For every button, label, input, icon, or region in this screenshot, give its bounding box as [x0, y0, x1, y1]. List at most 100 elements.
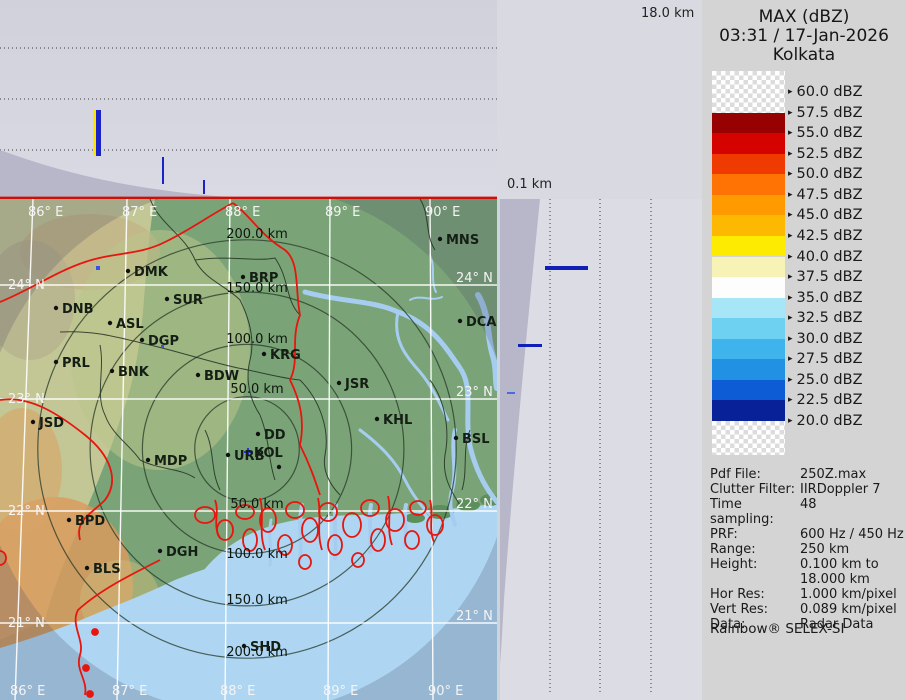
city-dot: [261, 351, 267, 357]
city-label: KHL: [383, 413, 412, 428]
scale-threshold-value: 35.0 dBZ: [796, 289, 863, 306]
metadata-value: 48: [800, 497, 817, 512]
city-dot: [157, 548, 163, 554]
scale-swatch-band: [712, 277, 785, 298]
scale-tick-arrow-icon: ▸: [788, 148, 793, 159]
city-dot: [30, 419, 36, 425]
city-label: DGP: [148, 334, 179, 349]
scale-threshold-value: 30.0 dBZ: [796, 330, 863, 347]
scale-tick-arrow-icon: ▸: [788, 292, 793, 303]
scale-swatch-band: [712, 359, 785, 380]
city-label: ASL: [116, 317, 144, 332]
city-label: MNS: [446, 233, 479, 248]
scale-threshold-value: 40.0 dBZ: [796, 248, 863, 265]
city-label: MDP: [154, 454, 187, 469]
city-label: BDW: [204, 369, 239, 384]
latitude-label-left: 21° N: [8, 616, 45, 631]
scale-tick-arrow-icon: ▸: [788, 354, 793, 365]
latitude-label-right: 21° N: [456, 609, 493, 624]
latitude-label-right: 24° N: [456, 271, 493, 286]
scale-swatch-checker-bottom: [712, 421, 785, 455]
scale-threshold-value: 22.5 dBZ: [796, 392, 863, 409]
metadata-row: Data: Radar Data: [710, 617, 904, 632]
scale-threshold-value: 52.5 dBZ: [796, 145, 863, 162]
metadata-row: Pdf File: 250Z.max: [710, 467, 904, 482]
metadata-key: Range:: [710, 542, 756, 557]
longitude-label-top: 90° E: [425, 205, 460, 220]
metadata-key: Time sampling:: [710, 497, 774, 527]
metadata-row: Vert Res: 0.089 km/pixel: [710, 602, 904, 617]
scale-threshold-label: ▸ 42.5 dBZ: [788, 228, 863, 244]
scale-tick-arrow-icon: ▸: [788, 313, 793, 324]
city-label: DCA: [466, 315, 496, 330]
software-brand: Rainbow® SELEX-SI: [710, 621, 845, 637]
metadata-value: 600 Hz / 450 Hz: [800, 527, 904, 542]
longitude-label-bottom: 89° E: [323, 684, 358, 699]
city-dot: [374, 416, 380, 422]
echo-column-bar: [93, 110, 96, 155]
city-dot: [107, 320, 113, 326]
metadata-key: Height:: [710, 557, 758, 572]
city-dot: [145, 457, 151, 463]
height-gridlines: [549, 199, 652, 694]
scale-threshold-value: 45.0 dBZ: [796, 207, 863, 224]
city-dot: [125, 268, 131, 274]
height-axis-min-label: 0.1 km: [507, 177, 552, 192]
echo-column-bar: [518, 344, 542, 347]
axis-label-area: 18.0 km 0.1 km: [497, 0, 702, 199]
sundarbans-island-outlines: [0, 495, 444, 570]
right-height-profile-panel: [497, 199, 702, 700]
scale-threshold-label: ▸ 22.5 dBZ: [788, 392, 863, 408]
city-dot: [139, 337, 145, 343]
city-label: JSD: [38, 416, 64, 431]
scale-tick-arrow-icon: ▸: [788, 128, 793, 139]
city-label: SHD: [250, 640, 281, 655]
longitude-label-bottom: 86° E: [10, 684, 45, 699]
metadata-value: 250Z.max: [800, 467, 867, 482]
city-dot: [53, 359, 59, 365]
scale-tick-arrow-icon: ▸: [788, 210, 793, 221]
scale-swatch-band: [712, 318, 785, 339]
district-boundaries: [59, 198, 471, 506]
scale-threshold-label: ▸ 55.0 dBZ: [788, 125, 863, 141]
scale-threshold-label: ▸ 47.5 dBZ: [788, 187, 863, 203]
scale-tick-arrow-icon: ▸: [788, 374, 793, 385]
scale-threshold-label: ▸ 32.5 dBZ: [788, 310, 863, 326]
city-markers-layer: DMK BRP SUR DNB ASL DGP KRG PRL BNK BDW JSR KHL JSD D…: [30, 233, 496, 655]
longitude-label-top: 86° E: [28, 205, 63, 220]
metadata-row: Hor Res: 1.000 km/pixel: [710, 587, 904, 602]
scale-threshold-label: ▸ 45.0 dBZ: [788, 207, 863, 223]
longitude-label-top: 87° E: [122, 205, 157, 220]
echo-column-bar: [507, 392, 515, 394]
city-dot: [195, 372, 201, 378]
city-dot: [164, 296, 170, 302]
city-label: DNB: [62, 302, 94, 317]
city-dot: [453, 435, 459, 441]
scale-threshold-label: ▸ 25.0 dBZ: [788, 372, 863, 388]
city-label: BRP: [249, 271, 278, 286]
scale-tick-arrow-icon: ▸: [788, 87, 793, 97]
scale-threshold-label: ▸ 20.0 dBZ: [788, 413, 863, 429]
longitude-label-bottom: 88° E: [220, 684, 255, 699]
longitude-label-bottom: 87° E: [112, 684, 147, 699]
longitude-label-top: 89° E: [325, 205, 360, 220]
legend-title-block: MAX (dBZ) 03:31 / 17-Jan-2026 Kolkata: [702, 8, 906, 65]
city-label: URB: [234, 449, 264, 464]
scale-tick-arrow-icon: ▸: [788, 189, 793, 200]
city-dot: [53, 305, 59, 311]
scale-swatch-band: [712, 256, 785, 278]
scale-tick-arrow-icon: ▸: [788, 107, 793, 118]
scale-threshold-value: 57.5 dBZ: [796, 104, 863, 121]
top-panel-grid: [0, 47, 497, 200]
scale-swatch-band: [712, 338, 785, 360]
echo-column-bar: [96, 110, 101, 156]
top-height-profile-panel: [0, 0, 497, 200]
metadata-row: Height: 0.100 km to: [710, 557, 904, 572]
echo-speck: [96, 266, 100, 270]
longitude-label-top: 88° E: [225, 205, 260, 220]
city-label: JSR: [344, 377, 369, 392]
rivers-layer: [268, 254, 500, 567]
scale-threshold-value: 47.5 dBZ: [796, 186, 863, 203]
scale-threshold-label: ▸ 52.5 dBZ: [788, 146, 863, 162]
latitude-label-right: 22° N: [456, 497, 493, 512]
